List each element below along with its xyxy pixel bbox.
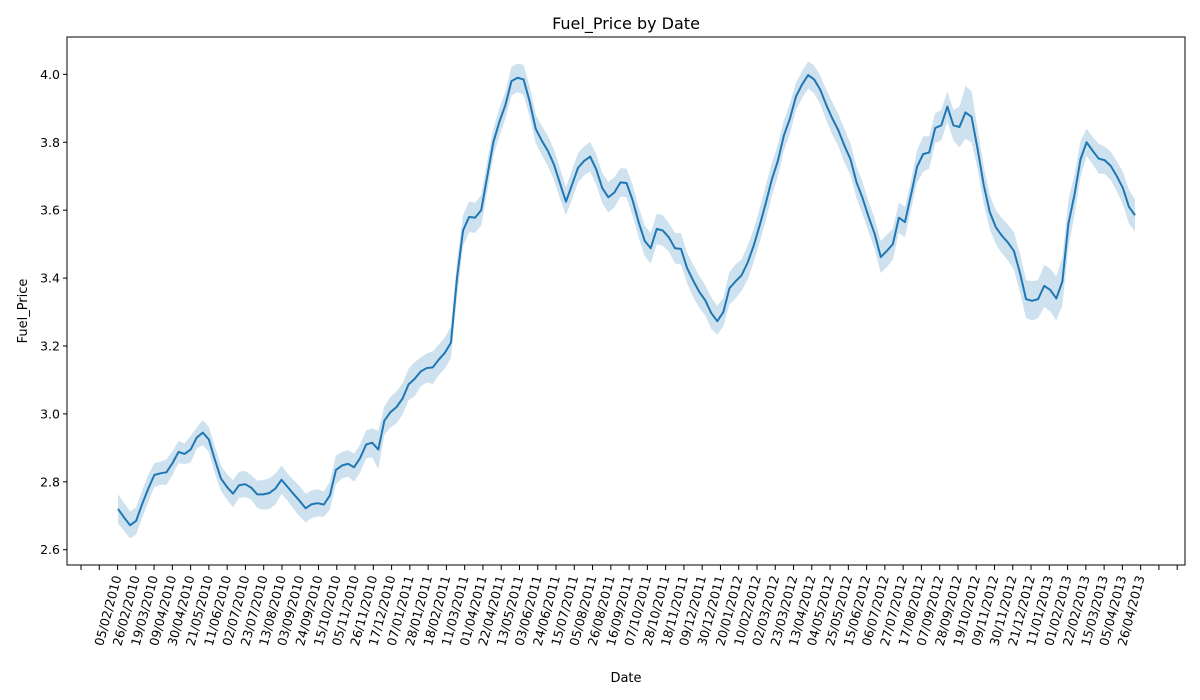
plot-frame (66, 36, 1186, 566)
y-tick-label: 3.8 (40, 135, 60, 150)
y-tick-label: 2.6 (40, 542, 60, 557)
y-axis-label: Fuel_Price (16, 279, 31, 344)
x-axis-label: Date (610, 671, 641, 686)
y-tick-label: 3.4 (40, 271, 60, 286)
y-tick-label: 2.8 (40, 474, 60, 489)
x-axis: 05/02/201026/02/201019/03/201009/04/2010… (80, 565, 1178, 647)
plot-area (66, 36, 1186, 566)
y-tick-label: 3.2 (40, 338, 60, 353)
y-axis: 2.6 2.8 3.0 3.2 3.4 3.6 3.8 4.0 (40, 67, 67, 557)
chart-title: Fuel_Price by Date (552, 14, 700, 34)
y-tick-label: 4.0 (40, 67, 60, 82)
series-line (117, 74, 1136, 527)
y-tick-label: 3.0 (40, 406, 60, 421)
y-tick-label: 3.6 (40, 203, 60, 218)
